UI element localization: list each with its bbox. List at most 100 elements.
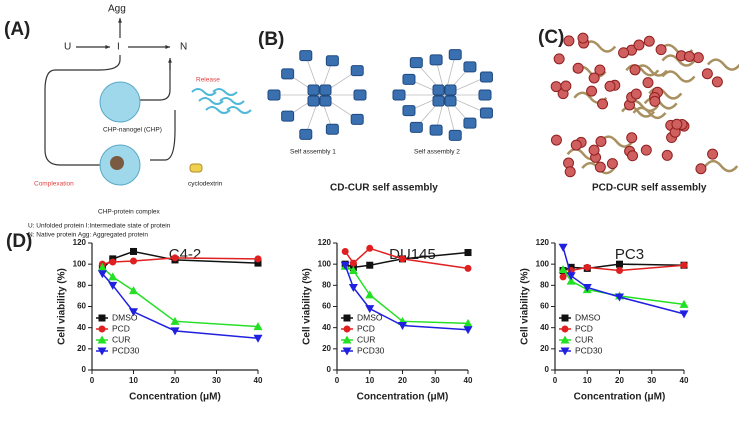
panel-label: (A) (4, 19, 30, 40)
x-tick-label: 40 (254, 376, 263, 385)
marker (130, 257, 137, 265)
label: Agg (108, 4, 126, 15)
legend-marker (560, 347, 570, 356)
arrow-head (105, 45, 110, 49)
label: Release (196, 77, 220, 84)
marker (130, 247, 137, 255)
legend-marker (98, 325, 106, 333)
marker (679, 299, 689, 308)
x-tick-label: 10 (365, 376, 374, 385)
marker (680, 261, 688, 269)
legend-label: CUR (357, 334, 375, 344)
panel-label: (D) (6, 231, 32, 252)
pcd-ball (626, 132, 638, 144)
cd-core (307, 84, 320, 96)
label: N (180, 42, 187, 53)
label: Self assembly 1 (290, 149, 336, 156)
marker (559, 273, 567, 281)
marker (129, 286, 138, 295)
cd-core (319, 84, 332, 96)
label: cyclodextrin (188, 181, 223, 188)
marker (97, 262, 107, 271)
marker (349, 259, 357, 267)
label: CHP-nanogel (CHP) (103, 127, 162, 134)
marker (365, 305, 375, 314)
cd-unit (402, 105, 416, 117)
x-tick-label: 0 (335, 376, 340, 385)
pcd-ball (604, 80, 616, 92)
pcd-ball (701, 68, 713, 80)
label: Complexation (34, 181, 74, 188)
x-axis-label: Concentration (μM) (129, 392, 221, 403)
legend-marker (97, 347, 107, 356)
marker (253, 322, 263, 331)
cd-unit (325, 55, 339, 67)
marker (463, 326, 473, 335)
cd-unit (479, 107, 493, 119)
x-tick-label: 0 (553, 376, 558, 385)
x-tick-label: 30 (431, 376, 440, 385)
pcd-ball (633, 39, 645, 51)
series-line (562, 264, 685, 278)
cd-core (432, 84, 445, 96)
pcd-ball (550, 134, 562, 146)
panel-label: (C) (538, 27, 564, 48)
marker (566, 276, 576, 285)
pcd-ball (629, 64, 641, 76)
y-axis-label: Cell viability (%) (57, 268, 68, 345)
x-tick-label: 40 (464, 376, 473, 385)
x-axis-label: Concentration (μM) (357, 392, 449, 403)
legend-label: CUR (112, 334, 130, 344)
cd-core (444, 95, 457, 107)
legend-label: PCD (575, 323, 593, 333)
x-tick-label: 20 (615, 376, 624, 385)
cd-unit (281, 110, 295, 122)
cd-unit (448, 49, 462, 61)
cd-unit (350, 113, 364, 125)
y-tick-label: 120 (536, 238, 550, 247)
legend-label: PCD (112, 323, 130, 333)
pcd-ball (597, 98, 609, 110)
pcd-ball (586, 85, 598, 97)
x-tick-label: 30 (212, 376, 221, 385)
marker (170, 327, 180, 336)
pcd-ball (606, 158, 618, 170)
x-tick-label: 30 (647, 376, 656, 385)
pcd-ball (553, 53, 565, 65)
pcd-ball (594, 161, 606, 173)
pcd-ball (588, 72, 600, 84)
pcd-ball (695, 163, 707, 175)
marker (464, 264, 472, 272)
connector (44, 55, 121, 166)
x-tick-label: 20 (171, 376, 180, 385)
legend-label: PCD30 (575, 345, 603, 355)
marker (582, 283, 592, 292)
cd-unit (325, 123, 339, 135)
legend-label: CUR (575, 334, 593, 344)
marker (254, 255, 262, 263)
pcd-ball (707, 148, 719, 160)
cd-unit (281, 68, 295, 80)
cd-unit (350, 65, 364, 77)
pcd-ball (692, 52, 704, 64)
cyclodextrin (189, 163, 203, 173)
legend-marker (342, 347, 352, 356)
connector (140, 60, 171, 101)
y-tick-label: 120 (73, 238, 87, 247)
y-tick-label: 80 (77, 280, 86, 289)
marker (129, 308, 138, 317)
legend-marker (561, 314, 569, 322)
polymer (661, 54, 696, 67)
label: I (117, 42, 120, 53)
y-tick-label: 0 (82, 365, 87, 374)
pcd-ball (588, 144, 600, 156)
marker (566, 272, 576, 281)
x-tick-label: 0 (90, 376, 95, 385)
label: Self assembly 2 (414, 149, 460, 156)
marker (398, 322, 407, 331)
cd-unit (463, 61, 477, 73)
marker (366, 244, 374, 252)
marker (171, 254, 179, 262)
x-tick-label: 10 (583, 376, 592, 385)
caption: PCD-CUR self assembly (592, 183, 707, 194)
